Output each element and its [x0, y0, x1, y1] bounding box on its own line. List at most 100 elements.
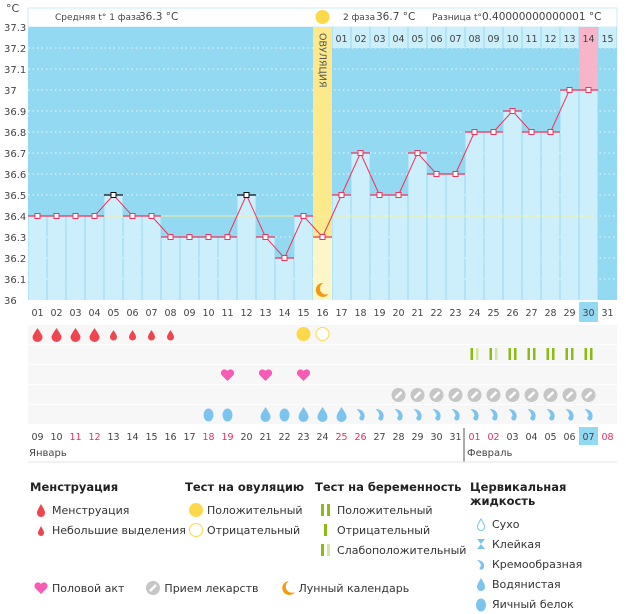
temperature-line: [37, 89, 589, 259]
temperature-point: [186, 234, 193, 240]
legend-label: Прием лекарств: [164, 581, 259, 595]
day-label: 28: [544, 308, 556, 319]
pregnancy-test-line: [489, 348, 492, 360]
cycle-day-label: 06: [430, 34, 442, 45]
creamy-icon: [527, 409, 536, 421]
temperature-bar: [237, 195, 256, 300]
circle-filled-icon: [185, 502, 207, 518]
cycle-day-label: 13: [563, 34, 575, 45]
watery-icon: [470, 577, 492, 591]
pill-stripe: [546, 391, 555, 399]
ovulation-positive-icon: [296, 327, 311, 341]
temperature-bar: [351, 153, 370, 300]
temperature-bar: [123, 216, 142, 300]
legend-label: Отрицательный: [207, 523, 301, 537]
cycle-day-label: 09: [487, 34, 499, 45]
cycle-day-label: 04: [392, 34, 404, 45]
cycle-day-cell: [484, 27, 503, 48]
temperature-point: [110, 192, 117, 198]
date-label: 13: [107, 432, 119, 443]
pill-stripe: [489, 391, 498, 399]
dry-icon: [470, 517, 492, 531]
legend-label: Положительный: [207, 503, 303, 517]
cycle-day-cell: [408, 27, 427, 48]
date-label: 28: [392, 432, 404, 443]
watery-icon: [317, 407, 328, 422]
date-label: 23: [297, 432, 309, 443]
temperature-point: [490, 129, 497, 135]
pregnancy-test-line: [584, 348, 587, 360]
pill-stripe: [394, 391, 403, 399]
pill-stripe: [565, 391, 574, 399]
pill-stripe: [451, 391, 460, 399]
y-tick-label: 36.3: [4, 233, 26, 244]
temperature-bar: [256, 237, 275, 300]
y-tick-label: 37.3: [4, 23, 26, 34]
temperature-bar: [85, 216, 104, 300]
cycle-day-label: 12: [544, 34, 556, 45]
temperature-point: [509, 108, 516, 114]
legend-label: Менструация: [52, 503, 130, 517]
menstruation-icon: [51, 328, 62, 342]
pregnancy-test-line: [565, 348, 568, 360]
cycle-day-cell: [522, 27, 541, 48]
date-label: 05: [544, 432, 556, 443]
legend-label: Лунный календарь: [298, 581, 410, 595]
legend-label: Яичный белок: [492, 597, 574, 611]
pregnancy-test-positive-icon: [571, 348, 574, 360]
date-label: 09: [31, 432, 43, 443]
pregnancy-test-line: [508, 348, 511, 360]
date-label: 20: [240, 432, 252, 443]
legend-other: Половой акт Прием лекарств Лунный календ…: [30, 578, 409, 598]
month-label: Февраль: [467, 448, 513, 459]
icon-row: [28, 365, 617, 384]
temperature-point: [34, 213, 41, 219]
pregnancy-test-line: [470, 348, 473, 360]
test-positive-icon: [315, 503, 337, 517]
temperature-bar: [294, 216, 313, 300]
date-label: 12: [88, 432, 100, 443]
date-label: 17: [183, 432, 195, 443]
temperature-bar: [332, 195, 351, 300]
menstruation-icon: [70, 328, 81, 342]
pregnancy-test-positive-icon: [514, 348, 517, 360]
menstruation-icon: [32, 328, 43, 342]
temperature-point: [224, 234, 231, 240]
legend-title: Тест на беременность: [315, 480, 462, 494]
phase2-value: 36.7 °C: [376, 11, 415, 23]
day-label: 26: [506, 308, 518, 319]
temperature-point: [376, 192, 383, 198]
heart-icon: [30, 581, 52, 595]
cycle-day-cell: [465, 27, 484, 48]
temperature-bar: [218, 237, 237, 300]
temperature-point: [395, 192, 402, 198]
temperature-point: [300, 213, 307, 219]
heart-icon: [220, 369, 235, 381]
temperature-bar: [408, 153, 427, 300]
temperature-bar: [370, 195, 389, 300]
temperature-point: [148, 213, 155, 219]
day-label: 14: [278, 308, 290, 319]
temperature-bar: [560, 90, 579, 300]
creamy-icon: [584, 409, 593, 421]
temperature-point: [452, 171, 459, 177]
date-label: 03: [506, 432, 518, 443]
spotting-icon: [110, 330, 117, 341]
temperature-point: [167, 234, 174, 240]
day-label: 29: [563, 308, 575, 319]
day-label: 22: [430, 308, 442, 319]
temperature-point: [433, 171, 440, 177]
current-day-highlight: [579, 302, 598, 322]
pill-stripe: [584, 391, 593, 399]
legend-title: Цервикальная жидкость: [470, 480, 567, 508]
day-label: 12: [240, 308, 252, 319]
day-label: 24: [468, 308, 480, 319]
pregnancy-test-line: [527, 348, 530, 360]
test-negative-icon: [315, 523, 337, 537]
date-label: 06: [563, 432, 575, 443]
pregnancy-test-line: [546, 348, 549, 360]
creamy-icon: [470, 409, 479, 421]
legend-ovulation-test: Тест на овуляцию Положительный Отрицател…: [185, 480, 304, 540]
spotting-icon: [167, 330, 174, 341]
y-tick-label: 37.1: [4, 65, 26, 76]
